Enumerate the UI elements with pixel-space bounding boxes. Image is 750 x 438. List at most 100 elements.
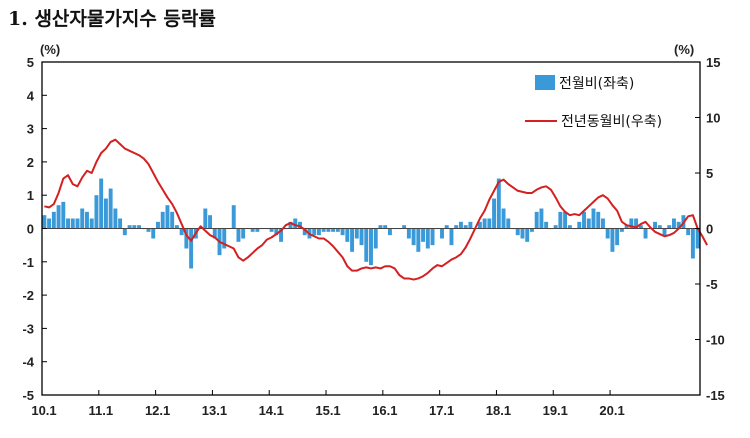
bar xyxy=(241,228,246,239)
bar xyxy=(619,228,624,232)
bar xyxy=(146,228,151,232)
bar xyxy=(274,228,279,236)
y-right-axis: 15 10 5 0 -5 -10 -15 xyxy=(695,55,725,403)
bar xyxy=(667,225,672,229)
bar xyxy=(449,228,454,246)
bar xyxy=(653,221,657,229)
y-right-unit: (%) xyxy=(674,42,694,57)
bar xyxy=(634,218,639,229)
bar xyxy=(610,228,615,252)
bar xyxy=(85,211,89,229)
bar xyxy=(383,225,388,229)
y-right-tick-label: -10 xyxy=(706,333,725,348)
y-right-tick-label: 5 xyxy=(706,166,713,181)
bar xyxy=(212,228,217,239)
bar xyxy=(103,198,108,229)
bar xyxy=(411,228,416,246)
bar xyxy=(567,225,572,229)
bar xyxy=(387,228,392,236)
line-yoy xyxy=(44,138,708,281)
bar xyxy=(222,228,227,249)
bar xyxy=(591,208,596,229)
bar xyxy=(231,205,236,229)
bar xyxy=(66,218,70,229)
bar xyxy=(373,228,378,249)
x-tick-label: 13.1 xyxy=(202,403,227,418)
bar xyxy=(444,225,449,229)
bar xyxy=(506,218,511,229)
bar xyxy=(331,228,336,232)
bar xyxy=(477,221,482,229)
bar xyxy=(99,178,104,229)
bar xyxy=(288,221,293,229)
bar xyxy=(137,225,142,229)
line-series xyxy=(44,138,708,281)
bar xyxy=(520,228,525,239)
chart-title: 1. 생산자물가지수 등락률 xyxy=(8,8,216,30)
y-right-tick-label: 0 xyxy=(706,222,713,237)
bar xyxy=(321,228,326,232)
bar xyxy=(690,228,695,259)
bar xyxy=(454,225,459,229)
bar xyxy=(482,218,487,229)
bar xyxy=(577,221,582,229)
bar xyxy=(364,228,369,262)
bar xyxy=(672,218,676,229)
bar xyxy=(369,228,373,266)
bar xyxy=(236,228,241,242)
bar xyxy=(326,228,331,232)
bar xyxy=(378,225,383,229)
bar xyxy=(335,228,340,232)
x-tick-label: 11.1 xyxy=(89,403,114,418)
bar xyxy=(421,228,426,242)
x-tick-label: 15.1 xyxy=(315,403,340,418)
bar xyxy=(75,218,80,229)
y-left-tick-label: -5 xyxy=(22,388,34,403)
bar xyxy=(416,228,421,252)
y-left-tick-label: -4 xyxy=(22,355,34,370)
bar xyxy=(160,211,165,229)
bar xyxy=(359,228,364,246)
bar xyxy=(643,228,648,239)
bar xyxy=(255,228,260,232)
bar xyxy=(174,225,179,229)
x-tick-label: 10.1 xyxy=(31,403,56,418)
bar xyxy=(402,225,407,229)
bar xyxy=(406,228,411,239)
bar xyxy=(558,211,563,229)
bar xyxy=(151,228,156,239)
bar xyxy=(638,225,643,229)
x-tick-label: 18.1 xyxy=(486,403,511,418)
y-left-tick-label: 3 xyxy=(27,122,34,137)
y-right-tick-label: -15 xyxy=(706,388,725,403)
bar xyxy=(501,208,506,229)
bar xyxy=(615,228,620,246)
bar xyxy=(208,215,213,229)
bar xyxy=(269,228,274,232)
bar-series xyxy=(42,178,700,269)
legend-swatch-bar xyxy=(535,75,555,90)
bar xyxy=(534,211,539,229)
bar xyxy=(553,225,558,229)
y-left-tick-label: 1 xyxy=(27,188,34,203)
bar xyxy=(354,228,359,239)
bar xyxy=(184,228,189,249)
bar xyxy=(340,228,345,236)
bar xyxy=(113,208,118,229)
bar xyxy=(525,228,530,242)
y-left-unit: (%) xyxy=(40,42,60,57)
bar xyxy=(515,228,520,236)
bar xyxy=(440,228,444,239)
y-left-tick-label: 2 xyxy=(27,155,34,170)
y-left-tick-label: 0 xyxy=(27,222,34,237)
y-left-axis: 5 4 3 2 1 0 -1 -2 -3 -4 -5 xyxy=(22,55,47,403)
bar xyxy=(316,228,321,236)
bar xyxy=(132,225,137,229)
bar xyxy=(563,211,568,229)
bar xyxy=(61,201,66,229)
bar xyxy=(156,221,160,229)
bar xyxy=(624,225,629,229)
y-right-tick-label: 15 xyxy=(706,55,720,70)
bar xyxy=(89,218,94,229)
